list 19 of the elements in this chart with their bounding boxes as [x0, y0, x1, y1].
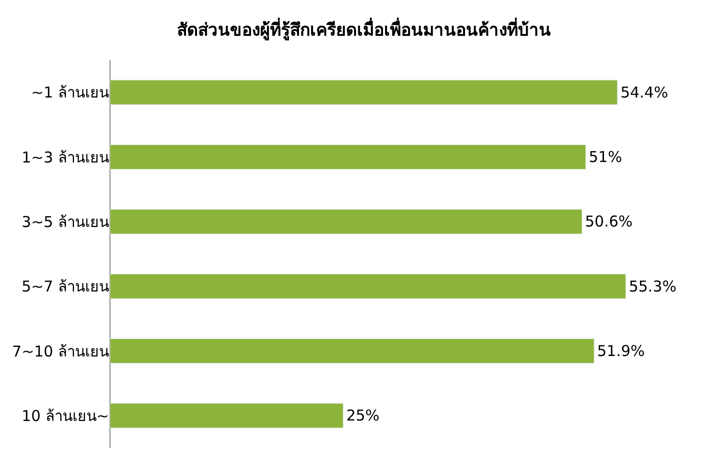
y-tick-label: ~1 ล้านเยน: [31, 84, 109, 102]
data-label: 55.3%: [628, 277, 677, 296]
y-tick-label: 1~3 ล้านเยน: [22, 148, 109, 166]
bar: [110, 80, 618, 105]
bar: [110, 274, 626, 299]
data-label: 51.9%: [597, 342, 645, 360]
chart-title: สัดส่วนของผู้ที่รู้สึกเครียดเมื่อเพื่อนมานอนค้างที่บ้าน: [177, 17, 551, 42]
bar: [110, 209, 582, 234]
bar: [110, 403, 344, 428]
y-tick-label: 10 ล้านเยน~: [22, 406, 109, 425]
bar: [110, 144, 586, 170]
y-tick-label: 7~10 ล้านเยน: [12, 342, 109, 360]
bar: [110, 338, 594, 364]
y-tick-label: 5~7 ล้านเยน: [22, 278, 109, 296]
data-label: 25%: [346, 406, 380, 425]
data-label: 54.4%: [620, 83, 668, 102]
data-label: 51%: [588, 148, 622, 166]
data-label: 50.6%: [585, 212, 633, 231]
y-tick-label: 3~5 ล้านเยน: [22, 212, 109, 231]
